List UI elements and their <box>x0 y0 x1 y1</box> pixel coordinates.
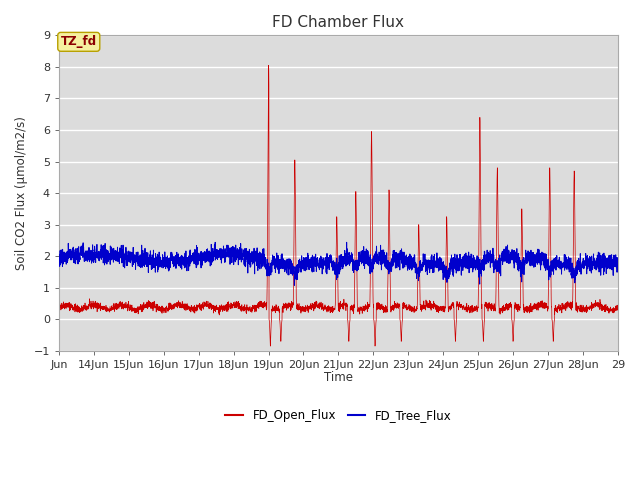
X-axis label: Time: Time <box>324 371 353 384</box>
Title: FD Chamber Flux: FD Chamber Flux <box>273 15 404 30</box>
Text: TZ_fd: TZ_fd <box>61 36 97 48</box>
Legend: FD_Open_Flux, FD_Tree_Flux: FD_Open_Flux, FD_Tree_Flux <box>221 405 456 427</box>
Y-axis label: Soil CO2 Flux (μmol/m2/s): Soil CO2 Flux (μmol/m2/s) <box>15 116 28 270</box>
